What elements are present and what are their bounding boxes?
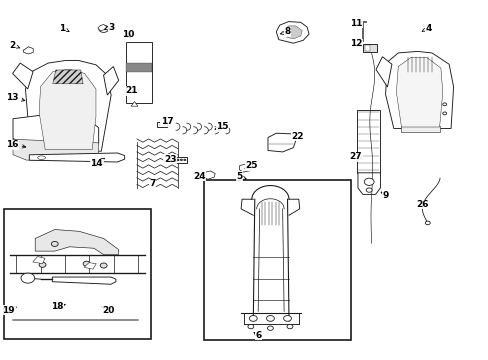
- Circle shape: [366, 188, 371, 192]
- Circle shape: [51, 242, 58, 247]
- Circle shape: [286, 324, 292, 329]
- Bar: [160, 122, 164, 126]
- Bar: [157, 122, 167, 127]
- Text: 15: 15: [215, 122, 228, 131]
- Text: 11: 11: [349, 19, 362, 28]
- Polygon shape: [396, 58, 442, 127]
- Text: 16: 16: [6, 140, 26, 149]
- Circle shape: [21, 273, 35, 283]
- Polygon shape: [39, 69, 96, 149]
- Polygon shape: [385, 51, 453, 129]
- Text: 8: 8: [280, 27, 290, 36]
- Text: 19: 19: [2, 306, 16, 315]
- Circle shape: [99, 25, 108, 32]
- Polygon shape: [84, 263, 96, 269]
- Text: 23: 23: [163, 154, 177, 163]
- Text: 24: 24: [193, 172, 205, 181]
- Text: 13: 13: [6, 93, 25, 102]
- Text: 1: 1: [59, 23, 69, 32]
- Bar: [364, 45, 369, 51]
- Polygon shape: [52, 277, 116, 284]
- Text: 4: 4: [421, 23, 431, 32]
- Text: 27: 27: [349, 152, 362, 161]
- Circle shape: [442, 103, 446, 106]
- Text: 7: 7: [149, 179, 156, 188]
- Polygon shape: [357, 173, 380, 194]
- Polygon shape: [375, 57, 391, 87]
- Text: 25: 25: [244, 161, 258, 170]
- Text: 3: 3: [104, 23, 114, 32]
- Text: 14: 14: [90, 158, 104, 168]
- Polygon shape: [25, 60, 111, 151]
- Circle shape: [83, 261, 90, 266]
- Polygon shape: [267, 133, 295, 152]
- Polygon shape: [33, 257, 45, 264]
- Text: 6: 6: [253, 331, 261, 340]
- Bar: [126, 42, 151, 103]
- Polygon shape: [13, 115, 99, 149]
- Text: 12: 12: [349, 40, 362, 49]
- Text: 10: 10: [122, 30, 134, 39]
- Circle shape: [177, 159, 179, 161]
- Polygon shape: [239, 164, 251, 172]
- Circle shape: [425, 221, 429, 225]
- Polygon shape: [276, 22, 308, 43]
- Circle shape: [442, 112, 446, 115]
- Polygon shape: [53, 70, 83, 84]
- Text: 26: 26: [416, 200, 428, 209]
- Text: 9: 9: [380, 191, 388, 199]
- Circle shape: [267, 326, 273, 330]
- Bar: [4, 209, 150, 339]
- Text: 17: 17: [161, 117, 173, 126]
- Bar: [401, 126, 439, 132]
- Polygon shape: [23, 47, 33, 54]
- Bar: [356, 110, 380, 173]
- Text: 2: 2: [10, 40, 20, 49]
- Polygon shape: [131, 102, 138, 106]
- Bar: [126, 63, 151, 72]
- Text: 5: 5: [236, 172, 245, 181]
- Text: 22: 22: [290, 132, 303, 140]
- Polygon shape: [283, 26, 302, 39]
- Polygon shape: [29, 153, 124, 162]
- Polygon shape: [13, 63, 33, 89]
- Text: 18: 18: [51, 302, 65, 311]
- Polygon shape: [203, 171, 215, 179]
- Text: 20: 20: [102, 306, 115, 315]
- Polygon shape: [103, 67, 119, 95]
- Circle shape: [247, 324, 253, 329]
- Circle shape: [266, 315, 274, 321]
- Polygon shape: [35, 230, 118, 255]
- Polygon shape: [98, 24, 106, 31]
- Circle shape: [100, 263, 107, 268]
- Circle shape: [364, 178, 373, 185]
- Text: 21: 21: [124, 86, 137, 95]
- Bar: [204, 180, 350, 340]
- Circle shape: [180, 159, 182, 161]
- Bar: [175, 157, 187, 163]
- Circle shape: [249, 315, 257, 321]
- Polygon shape: [13, 139, 99, 160]
- Circle shape: [283, 315, 291, 321]
- Ellipse shape: [38, 156, 45, 159]
- Circle shape: [183, 159, 185, 161]
- Bar: [362, 44, 376, 52]
- Circle shape: [39, 262, 46, 267]
